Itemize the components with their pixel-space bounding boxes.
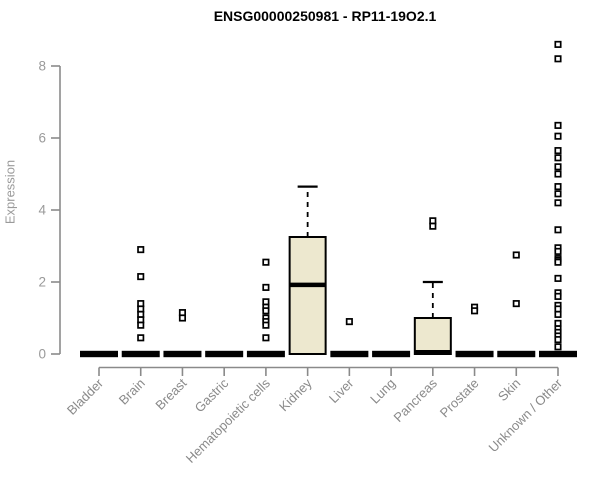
outlier-point [512,300,520,308]
outlier-point [554,163,562,171]
outlier-point [554,183,562,191]
chart-title: ENSG00000250981 - RP11-19O2.1 [213,8,437,24]
collapsed-box [80,350,118,358]
outlier-point [554,226,562,234]
x-tick-label: Pancreas [390,375,440,425]
x-tick-label: Prostate [437,376,482,421]
x-tick-label: Unknown / Other [486,375,566,455]
outlier-point [554,343,562,351]
x-tick-label: Breast [152,375,189,412]
y-tick-label: 4 [38,203,46,218]
outlier-point [470,307,479,315]
outlier-point [262,258,270,266]
outlier-point [262,283,270,291]
outlier-point [554,247,562,255]
outlier-point [554,190,562,198]
collapsed-box [246,350,285,358]
outlier-point [429,222,437,230]
y-tick-label: 2 [38,275,46,290]
x-tick-label: Gastric [192,375,232,415]
x-tick-label: Brain [116,376,148,408]
outlier-point [554,336,562,344]
y-tick-label: 0 [38,347,46,362]
outlier-point [554,121,562,129]
x-tick-label: Kidney [276,375,315,414]
outlier-point [137,321,145,329]
outlier-point [554,170,562,178]
collapsed-box [539,350,577,358]
collapsed-box [372,350,411,358]
outlier-point [262,307,270,315]
box [413,317,452,355]
outlier-point [554,292,562,300]
box [288,236,327,355]
y-tick-label: 6 [38,131,46,146]
outlier-point [178,314,187,322]
outlier-point [137,334,145,342]
outlier-point [262,321,270,329]
outlier-point [554,258,562,266]
outlier-point [554,132,562,140]
outlier-point [554,199,562,207]
outlier-point [554,40,562,48]
outlier-point [554,274,562,282]
collapsed-box [121,350,160,358]
outlier-point [262,334,270,342]
x-tick-label: Skin [495,376,523,404]
outlier-point [554,154,562,162]
collapsed-box [497,350,536,358]
y-tick-label: 8 [38,59,46,74]
outlier-point [137,273,145,281]
outlier-point [512,251,520,259]
collapsed-box [455,350,494,358]
x-tick-label: Bladder [64,375,107,418]
outlier-point [137,246,145,254]
x-tick-label: Lung [367,376,398,407]
collapsed-box [330,350,369,358]
outlier-point [345,318,353,326]
outlier-point [554,55,562,63]
outlier-point [554,147,562,155]
collapsed-box [163,350,202,358]
outlier-point [554,310,562,318]
collapsed-box [205,350,244,358]
x-tick-label: Liver [326,375,357,406]
